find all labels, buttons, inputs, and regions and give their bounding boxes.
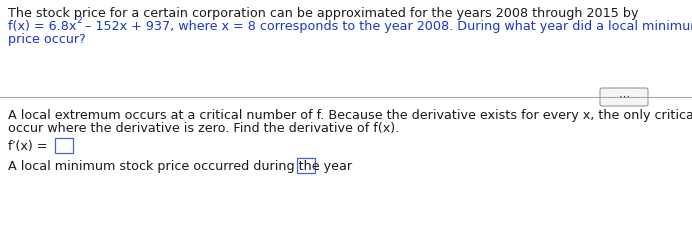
Text: A local extremum occurs at a critical number of f. Because the derivative exists: A local extremum occurs at a critical nu… bbox=[8, 109, 692, 122]
Text: 2: 2 bbox=[76, 16, 82, 25]
Text: occur where the derivative is zero. Find the derivative of f(x).: occur where the derivative is zero. Find… bbox=[8, 122, 399, 135]
Text: f′(x) =: f′(x) = bbox=[8, 140, 51, 153]
Text: – 152x + 937, where x = 8 corresponds to the year 2008. During what year did a l: – 152x + 937, where x = 8 corresponds to… bbox=[81, 20, 692, 33]
FancyBboxPatch shape bbox=[55, 138, 73, 153]
Text: ⋯: ⋯ bbox=[619, 92, 630, 102]
Text: price occur?: price occur? bbox=[8, 33, 86, 46]
FancyBboxPatch shape bbox=[297, 158, 315, 173]
FancyBboxPatch shape bbox=[600, 88, 648, 106]
Text: A local minimum stock price occurred during the year: A local minimum stock price occurred dur… bbox=[8, 160, 352, 173]
Text: f(x) = 6.8x: f(x) = 6.8x bbox=[8, 20, 76, 33]
Text: .: . bbox=[316, 160, 320, 173]
Text: The stock price for a certain corporation can be approximated for the years 2008: The stock price for a certain corporatio… bbox=[8, 7, 639, 20]
